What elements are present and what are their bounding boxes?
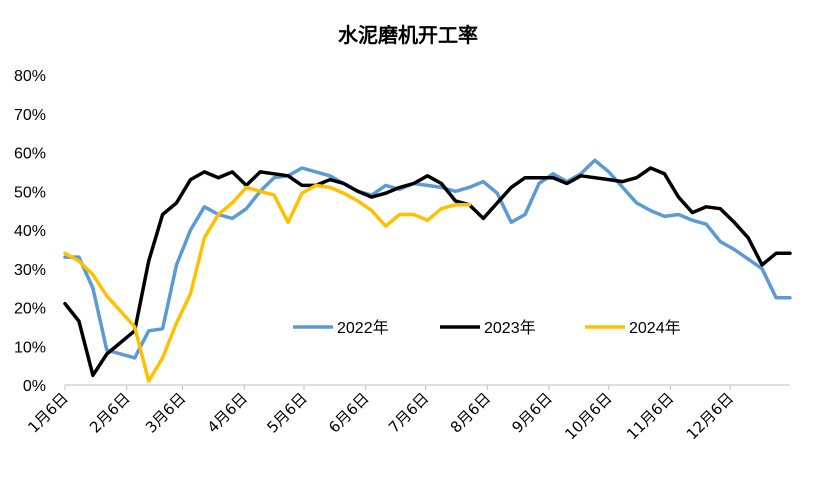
x-tick-label: 12月6日 [683,389,737,443]
x-axis: 1月6日 2月6日 3月6日 4月6日 5月6日 6月6日 7月6日 8月6日 9月6日 10月6… [24,384,790,443]
legend-label: 2023年 [484,319,536,337]
series-line-2 [63,166,792,378]
y-tick-label: 10% [14,339,46,356]
y-tick-label: 20% [14,301,46,318]
y-tick-label: 50% [14,184,46,201]
series-line-1 [63,158,792,360]
y-tick-label: 80% [14,68,46,85]
x-tick-label: 9月6日 [508,389,555,436]
series-layer [63,158,792,383]
x-tick-label: 8月6日 [447,389,494,436]
y-tick-label: 60% [14,146,46,163]
legend-label: 2024年 [629,319,681,337]
x-tick-label: 2月6日 [86,389,133,436]
x-tick-label: 5月6日 [263,389,310,436]
y-tick-label: 70% [14,107,46,124]
x-tick-label: 11月6日 [623,389,677,443]
x-tick-label: 10月6日 [561,389,615,443]
legend-label: 2022年 [337,319,389,337]
x-tick-label: 3月6日 [142,389,189,436]
y-tick-label: 40% [14,223,46,240]
y-axis: 0% 10% 20% 30% 40% 50% 60% 70% 80% [14,68,46,395]
x-tick-label: 1月6日 [24,389,71,436]
y-tick-label: 0% [23,378,46,395]
y-tick-label: 30% [14,262,46,279]
legend: 2022年 2023年 2024年 [293,319,681,337]
x-tick-label: 4月6日 [204,389,251,436]
x-tick-label: 7月6日 [385,389,432,436]
chart-title: 水泥磨机开工率 [338,23,478,47]
series-line-3 [63,183,472,383]
x-tick-label: 6月6日 [325,389,372,436]
